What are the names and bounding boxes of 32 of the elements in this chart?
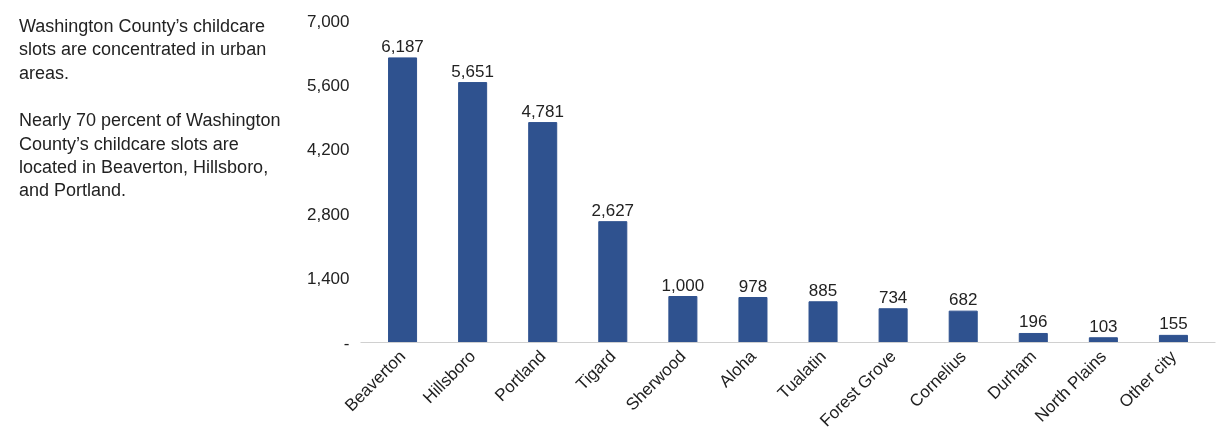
data-label: 978 [738, 276, 768, 296]
data-label: 6,187 [381, 36, 424, 56]
data-label: 5,651 [451, 61, 494, 81]
data-label: 103 [1089, 316, 1118, 336]
bar [668, 296, 698, 343]
text: Washington County’s childcare slots are concentrated in urban areas. [19, 15, 268, 85]
bar [528, 122, 558, 343]
y-tick-label: 4,200 [306, 140, 350, 160]
data-label: 4,781 [521, 101, 564, 121]
bar [738, 297, 768, 343]
data-label: 196 [1019, 312, 1048, 332]
data-label: 155 [1159, 314, 1188, 334]
data-label: 1,000 [661, 275, 705, 295]
y-tick-label: 7,000 [306, 11, 350, 31]
data-label: 734 [878, 287, 908, 307]
bar [1088, 337, 1118, 343]
bar [598, 221, 628, 343]
data-label: 682 [949, 290, 978, 310]
bar [808, 301, 838, 343]
bar [458, 82, 488, 343]
text: Nearly 70 percent of Washington County’s childcare slots are located in Beaverton, Hillsboro, and Portland. [19, 109, 282, 203]
y-tick-label: 5,600 [306, 75, 350, 95]
y-tick-label: 1,400 [306, 269, 350, 289]
data-label: 885 [808, 280, 838, 300]
bar [1158, 334, 1188, 343]
y-tick-label: - [343, 333, 350, 353]
data-label: 2,627 [591, 200, 635, 220]
bar [388, 57, 418, 343]
bar [878, 308, 908, 343]
y-tick-label: 2,800 [306, 204, 350, 224]
bar [1018, 332, 1048, 343]
bar [948, 310, 978, 343]
